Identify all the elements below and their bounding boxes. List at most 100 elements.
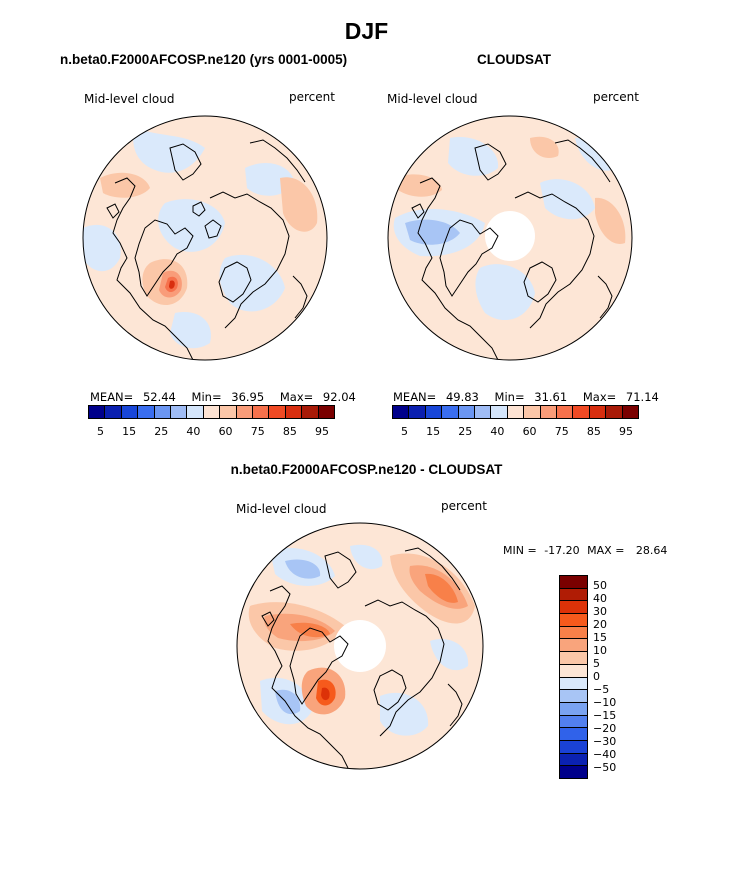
model-mean-value: 52.44 bbox=[142, 390, 176, 404]
coastline bbox=[364, 599, 445, 737]
contour-fill bbox=[380, 692, 429, 736]
colorbar-swatch bbox=[560, 715, 587, 729]
diff-units-label: percent bbox=[441, 499, 487, 513]
diff-variable-label: Mid-level cloud bbox=[236, 502, 327, 516]
colorbar-tick-label: 40 bbox=[593, 592, 607, 605]
colorbar-swatch bbox=[171, 406, 188, 418]
contour-fill bbox=[275, 689, 301, 715]
colorbar-tick-label: 95 bbox=[618, 425, 633, 438]
colorbar-tick-label: 30 bbox=[593, 605, 607, 618]
contour-fill bbox=[530, 136, 559, 158]
coastline bbox=[474, 143, 507, 181]
diff-polar-map bbox=[236, 522, 484, 770]
colorbar-tick-label: 5 bbox=[97, 425, 104, 438]
coastline bbox=[218, 261, 252, 303]
colorbar-tick-label: 95 bbox=[314, 425, 329, 438]
colorbar-swatch bbox=[560, 639, 587, 653]
colorbar-swatch bbox=[89, 406, 106, 418]
colorbar-tick-label: −40 bbox=[593, 748, 617, 761]
colorbar-tick-label: 40 bbox=[186, 425, 201, 438]
map-boundary bbox=[387, 115, 633, 361]
colorbar-swatch bbox=[253, 406, 270, 418]
coastline bbox=[439, 219, 499, 297]
colorbar-swatch bbox=[560, 766, 587, 778]
colorbar-swatch bbox=[560, 740, 587, 754]
obs-case-title: CLOUDSAT bbox=[477, 52, 551, 67]
contour-fill bbox=[595, 197, 626, 244]
colorbar-tick-label: −20 bbox=[593, 722, 617, 735]
colorbar-tick-label: 60 bbox=[218, 425, 233, 438]
model-stats: MEAN= 52.44 Min= 36.95 Max= 92.04 bbox=[90, 390, 356, 404]
colorbar-swatch bbox=[425, 406, 443, 418]
colorbar-swatch bbox=[540, 406, 558, 418]
coastline bbox=[411, 203, 425, 219]
colorbar-tick-label: 5 bbox=[401, 425, 408, 438]
coastline bbox=[209, 191, 290, 329]
colorbar-swatch bbox=[475, 406, 492, 418]
colorbar-swatch bbox=[203, 406, 221, 418]
coastline bbox=[169, 143, 202, 181]
diff-min-label: MIN = bbox=[503, 544, 537, 557]
coastline bbox=[289, 627, 349, 705]
diff-colorbar bbox=[559, 575, 588, 779]
colorbar-swatch bbox=[393, 406, 410, 418]
colorbar-swatch bbox=[220, 406, 237, 418]
obs-min-label: Min= bbox=[494, 390, 525, 404]
coastline bbox=[447, 683, 463, 727]
colorbar-tick-label: 15 bbox=[426, 425, 441, 438]
contour-fill bbox=[475, 264, 535, 321]
colorbar-tick-label: −10 bbox=[593, 696, 617, 709]
contour-fill bbox=[290, 622, 330, 638]
colorbar-tick-label: 60 bbox=[522, 425, 537, 438]
diff-max-value: 28.64 bbox=[635, 544, 668, 557]
coastline bbox=[417, 177, 499, 360]
page-title: DJF bbox=[344, 18, 389, 44]
colorbar-swatch bbox=[491, 406, 508, 418]
contour-fill bbox=[170, 312, 211, 349]
colorbar-swatch bbox=[560, 728, 587, 741]
contour-fill bbox=[575, 137, 613, 171]
colorbar-swatch bbox=[458, 406, 476, 418]
obs-stats: MEAN= 49.83 Min= 31.61 Max= 71.14 bbox=[393, 390, 659, 404]
colorbar-swatch bbox=[560, 588, 587, 602]
colorbar-tick-label: 0 bbox=[593, 670, 600, 683]
colorbar-swatch bbox=[622, 406, 639, 418]
model-colorbar bbox=[88, 405, 335, 419]
model-min-value: 36.95 bbox=[231, 390, 265, 404]
contour-fill bbox=[285, 559, 321, 579]
colorbar-tick-label: −30 bbox=[593, 735, 617, 748]
colorbar-swatch bbox=[560, 753, 587, 767]
colorbar-tick-label: 50 bbox=[593, 579, 607, 592]
colorbar-tick-label: 20 bbox=[593, 618, 607, 631]
contour-fill bbox=[158, 199, 225, 252]
contour-fill bbox=[280, 177, 318, 232]
colorbar-tick-label: 85 bbox=[282, 425, 297, 438]
contour-fill bbox=[321, 687, 330, 701]
coastline bbox=[106, 203, 120, 219]
contour-fill bbox=[100, 172, 150, 198]
colorbar-swatch bbox=[507, 406, 525, 418]
colorbar-swatch bbox=[560, 614, 587, 627]
contour-fill bbox=[133, 128, 205, 173]
colorbar-swatch bbox=[560, 601, 587, 615]
contour-fill bbox=[350, 544, 383, 570]
colorbar-tick-label: 85 bbox=[586, 425, 601, 438]
coastline bbox=[554, 139, 611, 183]
model-max-value: 92.04 bbox=[322, 390, 356, 404]
obs-mean-value: 49.83 bbox=[445, 390, 479, 404]
contour-fill bbox=[448, 137, 499, 176]
coastline bbox=[404, 547, 461, 591]
colorbar-swatch bbox=[121, 406, 139, 418]
colorbar-tick-label: 15 bbox=[122, 425, 137, 438]
contour-fill bbox=[83, 224, 121, 272]
diff-colorbar-ticks: 50 40 30 20 15 10 5 0 −5 −10 −15 −20 −30 −40 −50 bbox=[593, 580, 616, 773]
colorbar-swatch bbox=[138, 406, 155, 418]
colorbar-tick-label: 75 bbox=[250, 425, 265, 438]
model-units-label: percent bbox=[289, 90, 335, 104]
obs-min-value: 31.61 bbox=[534, 390, 568, 404]
coastline bbox=[292, 275, 308, 319]
contour-fill bbox=[169, 280, 175, 289]
coastline bbox=[192, 201, 206, 217]
diff-case-title: n.beta0.F2000AFCOSP.ne120 - CLOUDSAT bbox=[230, 462, 503, 477]
obs-colorbar bbox=[392, 405, 639, 419]
